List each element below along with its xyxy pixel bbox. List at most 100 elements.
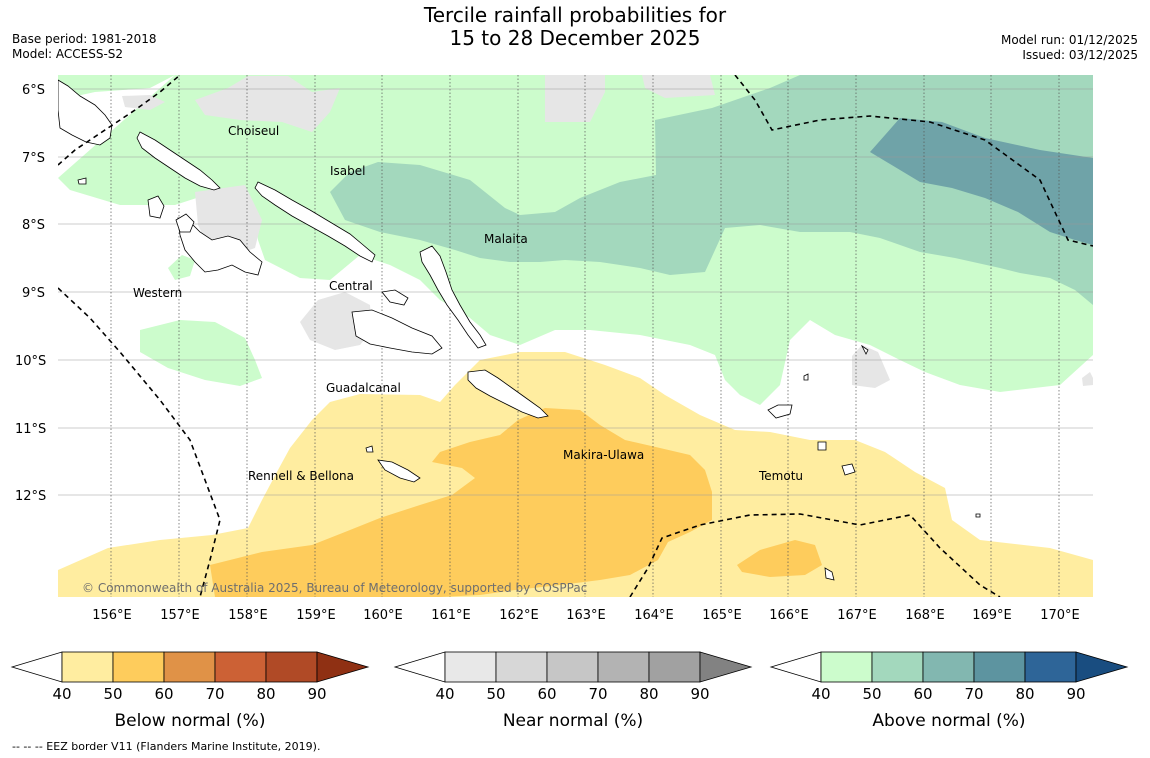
province-label-malaita: Malaita (484, 232, 528, 246)
copyright-notice: © Commonwealth of Australia 2025, Bureau… (82, 581, 587, 595)
lat-labels: 6°S 7°S 8°S 9°S 10°S 11°S 12°S (15, 83, 46, 504)
eez-border-line (629, 513, 1001, 597)
lon-label: 162°E (499, 608, 539, 623)
graticule (58, 88, 1093, 496)
eez-border-line (734, 75, 1093, 247)
province-label-rennell: Rennell & Bellona (248, 469, 354, 483)
legend-tick: 50 (103, 685, 122, 703)
legend-tick: 40 (435, 685, 454, 703)
legend-tick: 70 (588, 685, 607, 703)
lat-label: 8°S (22, 218, 45, 233)
below-normal-50-region (737, 540, 822, 577)
legend-swatch-near (699, 651, 753, 683)
malaita-island (419, 245, 487, 349)
legend-tick: 60 (537, 685, 556, 703)
above-normal-60-region (870, 118, 1093, 245)
above-normal-region (58, 75, 175, 100)
anuta-island (975, 513, 981, 518)
legend-swatch-above (769, 651, 822, 683)
near-normal-region (195, 76, 340, 132)
lon-label: 170°E (1040, 608, 1080, 623)
lat-label: 6°S (22, 83, 45, 98)
near-normal-region (642, 75, 715, 98)
legend-tick: 90 (1066, 685, 1085, 703)
province-labels: Choiseul Isabel Malaita Western Central … (133, 124, 803, 483)
legend-swatch-near (495, 651, 548, 683)
chart-title: Tercile rainfall probabilities for 15 to… (0, 4, 1150, 50)
lon-label: 159°E (296, 608, 336, 623)
lon-label: 165°E (702, 608, 742, 623)
bougainville-island (58, 79, 113, 146)
lon-label: 160°E (363, 608, 403, 623)
near-normal-region (300, 292, 372, 350)
issued-date: Issued: 03/12/2025 (1022, 48, 1138, 62)
eez-border (58, 75, 1093, 597)
lon-label: 156°E (92, 608, 132, 623)
model-name: Model: ACCESS-S2 (12, 47, 124, 61)
lon-label: 158°E (228, 608, 268, 623)
kolombangara-island (175, 213, 195, 233)
tikopia-island (824, 567, 835, 581)
province-label-makira: Makira-Ulawa (563, 448, 644, 462)
duff-islands (860, 344, 869, 355)
vella-lavella-island (147, 195, 165, 219)
lon-labels: 156°E 157°E 158°E 159°E 160°E 161°E 162°… (92, 608, 1080, 623)
choiseul-island (136, 131, 221, 191)
legend-tick: 60 (154, 685, 173, 703)
lon-label: 168°E (905, 608, 945, 623)
province-label-guadalcanal: Guadalcanal (326, 381, 401, 395)
lon-label: 169°E (972, 608, 1012, 623)
run-info: Model run: 01/12/2025 Issued: 03/12/2025 (1001, 33, 1138, 63)
lon-label: 167°E (837, 608, 877, 623)
coastlines (58, 79, 981, 581)
santa-cruz-island (767, 404, 793, 419)
legend-swatch-below (112, 651, 165, 683)
legend-tick: 40 (52, 685, 71, 703)
legend-title-below: Below normal (%) (115, 711, 266, 731)
legend-swatch-below (61, 651, 114, 683)
province-label-central: Central (329, 279, 373, 293)
lon-label: 161°E (431, 608, 471, 623)
lat-label: 9°S (22, 286, 45, 301)
lon-label: 157°E (160, 608, 200, 623)
legend-tick: 80 (1015, 685, 1034, 703)
utupua-island (817, 441, 827, 451)
legend-tick: 40 (811, 685, 830, 703)
above-normal-region (168, 255, 195, 280)
isabel-island (254, 181, 376, 263)
guadalcanal-island (351, 309, 443, 355)
legend-title-near: Near normal (%) (503, 711, 643, 731)
lat-label: 11°S (15, 422, 46, 437)
province-label-temotu: Temotu (758, 469, 803, 483)
legend-swatch-near (444, 651, 497, 683)
near-normal-region (545, 75, 605, 122)
province-label-western: Western (133, 286, 182, 300)
above-normal-region (140, 320, 262, 386)
base-period: Base period: 1981-2018 (12, 32, 157, 46)
lon-label: 164°E (634, 608, 674, 623)
legend-below-normal: 40 50 60 70 80 90 Below normal (%) (10, 651, 370, 731)
model-run: Model run: 01/12/2025 (1000, 33, 1138, 47)
lon-label: 166°E (769, 608, 809, 623)
legend-tick: 90 (307, 685, 326, 703)
legend-swatch-near (597, 651, 650, 683)
legend-swatch-below (316, 651, 370, 683)
legend-swatch-above (973, 651, 1026, 683)
legend-swatch-above (820, 651, 873, 683)
florida-islands (381, 289, 409, 306)
legend-swatch-below (163, 651, 216, 683)
vanikoro-island (841, 463, 856, 476)
legend-swatch-below (265, 651, 318, 683)
near-normal-region (195, 185, 262, 255)
eez-border-line (58, 75, 181, 166)
lat-label: 10°S (15, 354, 46, 369)
province-label-choiseul: Choiseul (228, 124, 279, 138)
title-line-1: Tercile rainfall probabilities for (423, 3, 727, 27)
legend-tick: 70 (964, 685, 983, 703)
shortland-islands (77, 177, 87, 185)
probability-shading (58, 75, 1093, 597)
title-line-2: 15 to 28 December 2025 (449, 26, 701, 50)
legend-tick: 50 (486, 685, 505, 703)
makira-island (467, 369, 549, 419)
